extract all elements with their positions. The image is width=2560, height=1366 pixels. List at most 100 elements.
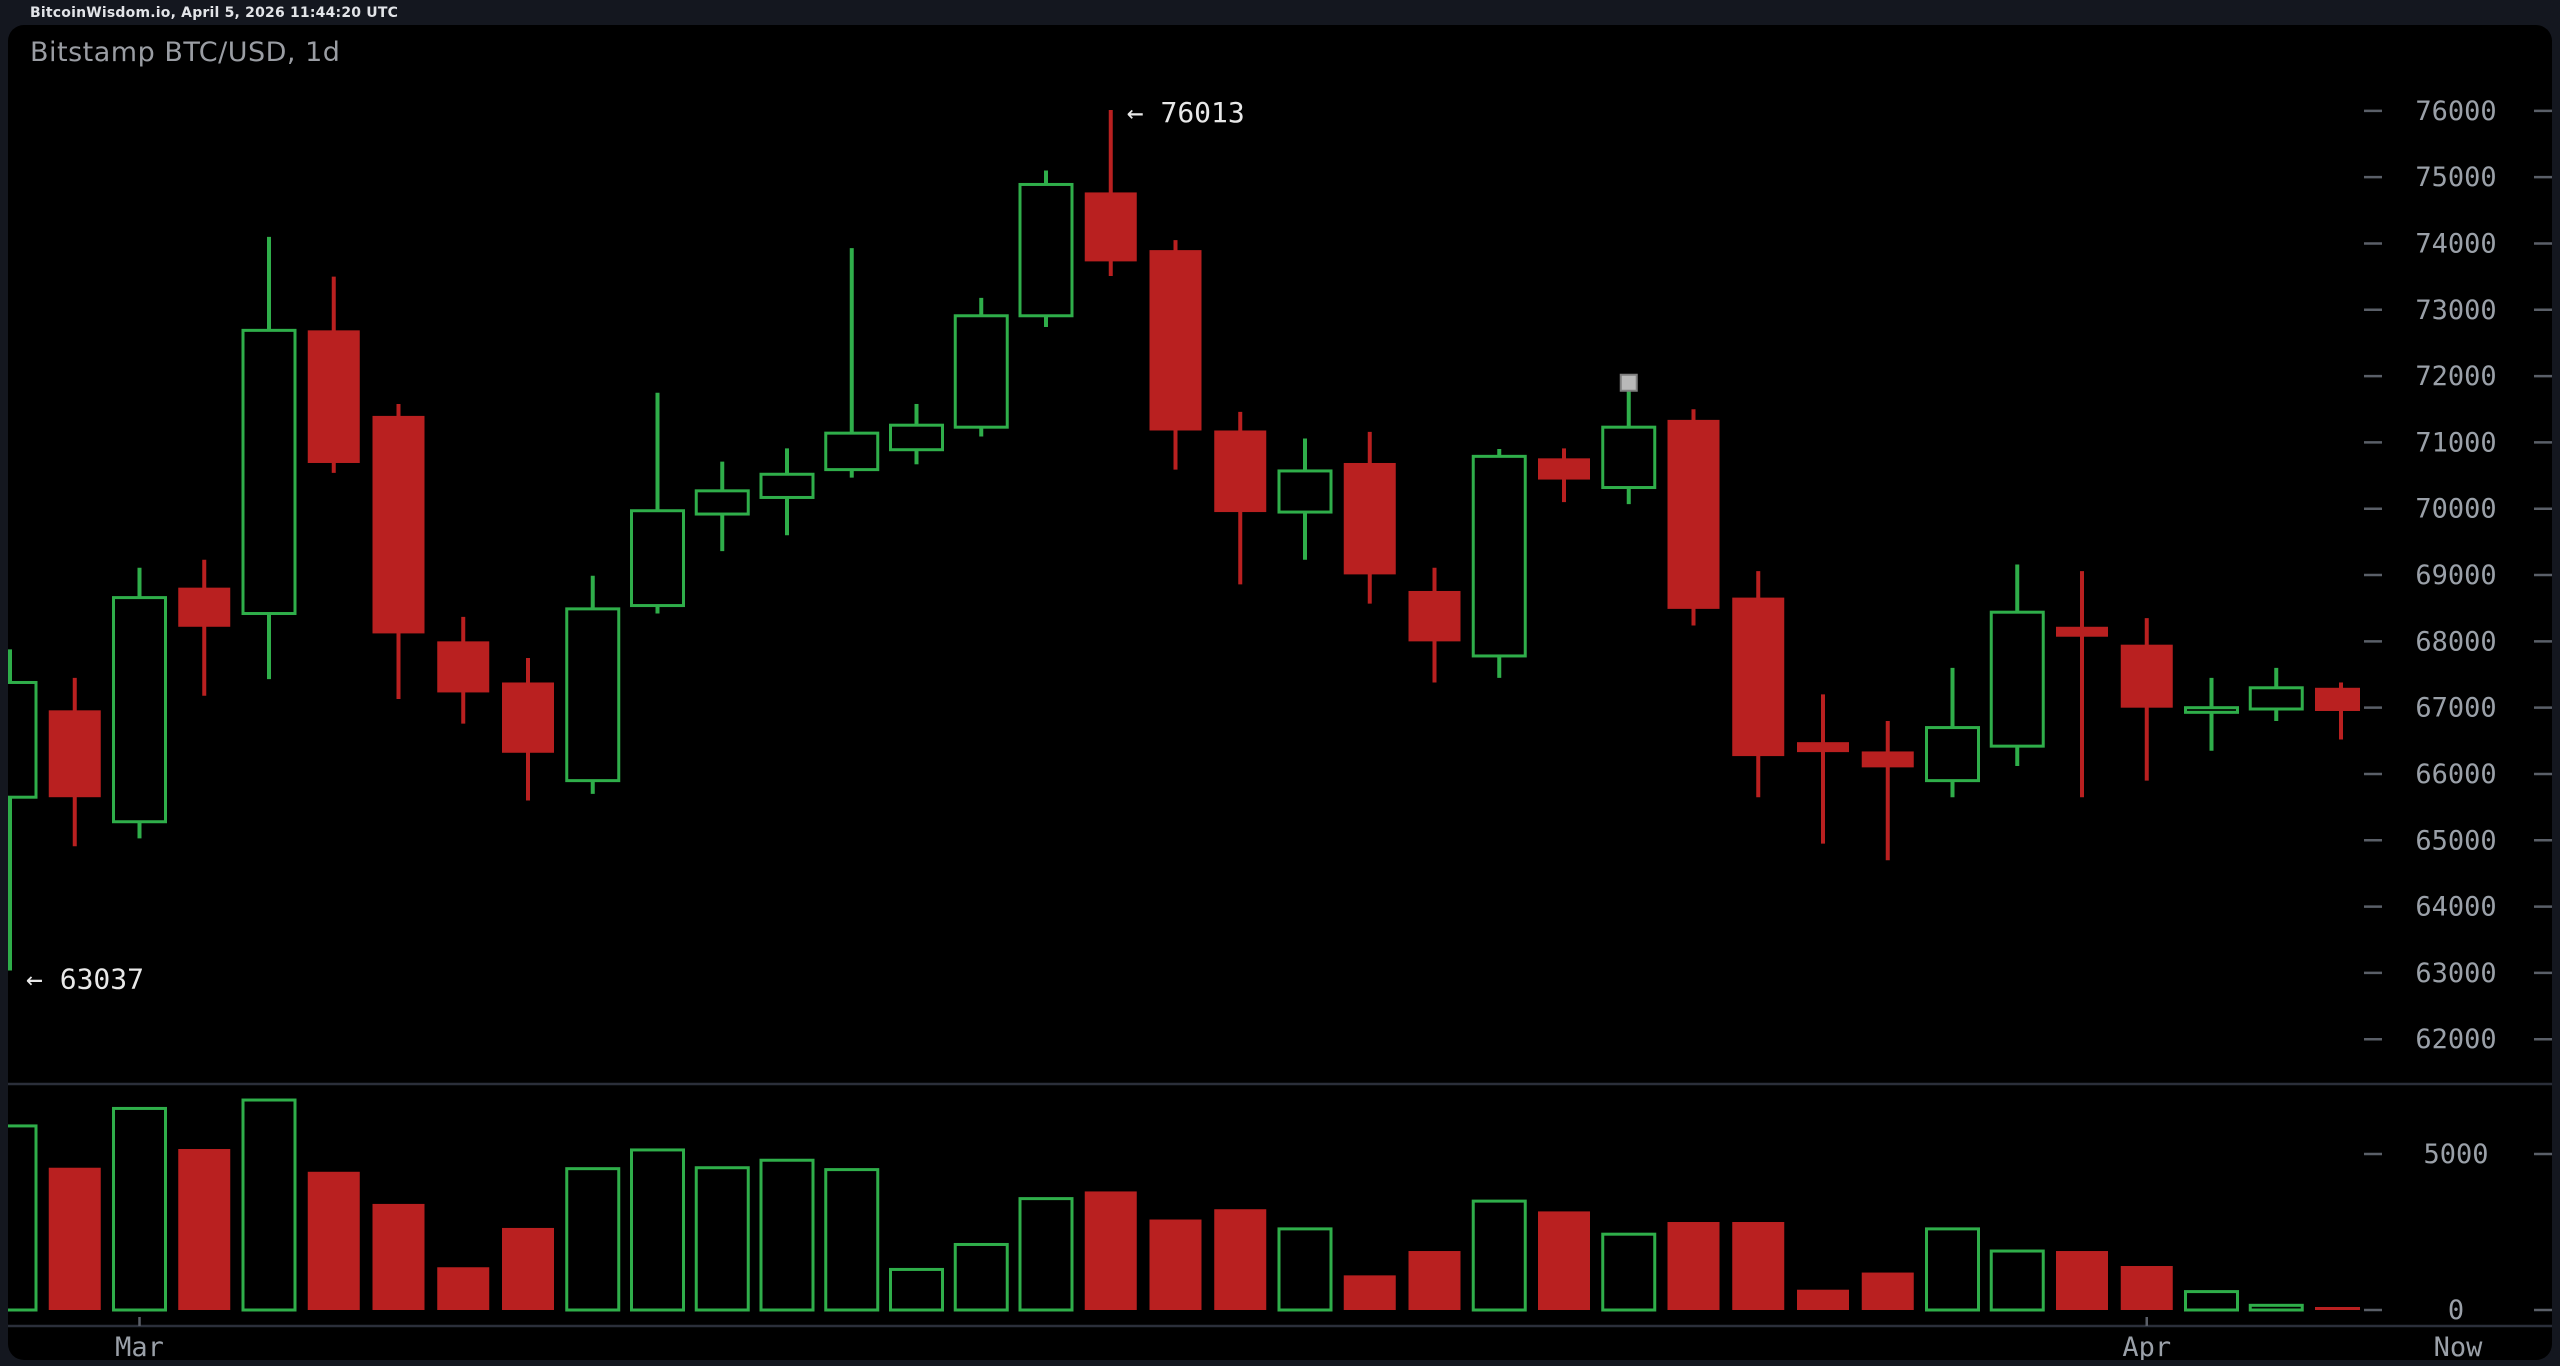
volume-bar[interactable] bbox=[565, 1167, 621, 1312]
price-tick-label: 64000 bbox=[2415, 892, 2496, 923]
candle[interactable] bbox=[112, 567, 167, 839]
candle[interactable] bbox=[2120, 618, 2173, 781]
candle[interactable] bbox=[1989, 564, 2045, 767]
candle[interactable] bbox=[889, 403, 944, 465]
volume-bar[interactable] bbox=[2315, 1307, 2367, 1310]
candle[interactable] bbox=[241, 236, 297, 680]
candle[interactable] bbox=[1018, 170, 1074, 328]
candle[interactable] bbox=[307, 276, 360, 473]
volume-bar[interactable] bbox=[1601, 1232, 1657, 1312]
volume-bar[interactable] bbox=[1149, 1219, 1202, 1310]
candle[interactable] bbox=[1601, 388, 1657, 505]
volume-bar[interactable] bbox=[1277, 1227, 1333, 1312]
candle[interactable] bbox=[2315, 682, 2367, 740]
volume-bar[interactable] bbox=[2120, 1266, 2173, 1310]
time-tick-label: Apr bbox=[2122, 1332, 2171, 1360]
candle[interactable] bbox=[437, 616, 490, 724]
volume-bar[interactable] bbox=[1343, 1275, 1396, 1310]
volume-bar[interactable] bbox=[1667, 1222, 1720, 1310]
candle[interactable] bbox=[2056, 571, 2108, 798]
candle[interactable] bbox=[1925, 667, 1980, 798]
candle[interactable] bbox=[2184, 677, 2239, 751]
volume-tick-label: 0 bbox=[2448, 1295, 2464, 1326]
volume-tick-label: 5000 bbox=[2423, 1139, 2488, 1170]
volume-bar[interactable] bbox=[112, 1106, 167, 1312]
price-tick-label: 69000 bbox=[2415, 560, 2496, 591]
time-axis[interactable]: Mar Apr Now bbox=[115, 1317, 2484, 1363]
candle[interactable] bbox=[178, 559, 231, 696]
time-tick-label: Mar bbox=[115, 1332, 164, 1360]
volume-bar[interactable] bbox=[178, 1149, 231, 1310]
candle[interactable] bbox=[630, 392, 685, 614]
candle[interactable] bbox=[502, 657, 554, 801]
candle[interactable] bbox=[1214, 411, 1267, 585]
volume-bar[interactable] bbox=[48, 1167, 101, 1310]
chart-symbol-title: Bitstamp BTC/USD, 1d bbox=[30, 37, 341, 68]
volume-bar[interactable] bbox=[2184, 1290, 2239, 1312]
plot-area[interactable] bbox=[8, 110, 2367, 1312]
candle[interactable] bbox=[1408, 567, 1461, 683]
candle[interactable] bbox=[759, 448, 815, 536]
volume-bar[interactable] bbox=[1797, 1289, 1849, 1310]
volume-bar[interactable] bbox=[2056, 1251, 2108, 1310]
volume-bar[interactable] bbox=[759, 1158, 815, 1312]
candle[interactable] bbox=[1277, 438, 1333, 560]
price-tick-label: 70000 bbox=[2415, 494, 2496, 525]
candle[interactable] bbox=[1667, 409, 1720, 626]
volume-bar[interactable] bbox=[1471, 1199, 1527, 1312]
price-tick-label: 68000 bbox=[2415, 626, 2496, 657]
candle[interactable] bbox=[372, 403, 425, 700]
volume-bar[interactable] bbox=[1408, 1251, 1461, 1310]
volume-bar[interactable] bbox=[502, 1227, 554, 1310]
candle[interactable] bbox=[1084, 110, 1137, 276]
hover-marker[interactable] bbox=[1619, 373, 1638, 392]
high-price-annotation: ← 76013 bbox=[1127, 96, 1245, 129]
volume-bar[interactable] bbox=[953, 1242, 1009, 1312]
candle[interactable] bbox=[48, 677, 101, 847]
candle[interactable] bbox=[694, 461, 750, 552]
volume-bar[interactable] bbox=[630, 1148, 685, 1312]
volume-bar[interactable] bbox=[1214, 1209, 1267, 1310]
candle[interactable] bbox=[565, 575, 621, 794]
price-tick-label: 67000 bbox=[2415, 693, 2496, 724]
candle[interactable] bbox=[953, 297, 1009, 437]
volume-bar[interactable] bbox=[1861, 1272, 1914, 1310]
price-tick-label: 71000 bbox=[2415, 427, 2496, 458]
price-scale[interactable]: 76000 75000 74000 73000 72000 71000 70000 69000… bbox=[2364, 96, 2552, 1326]
volume-bar[interactable] bbox=[241, 1098, 297, 1312]
volume-bar[interactable] bbox=[889, 1267, 944, 1312]
volume-bar[interactable] bbox=[307, 1171, 360, 1310]
candle[interactable] bbox=[1861, 720, 1914, 861]
volume-bar[interactable] bbox=[8, 1124, 38, 1312]
price-tick-label: 65000 bbox=[2415, 825, 2496, 856]
price-tick-label: 74000 bbox=[2415, 228, 2496, 259]
candle[interactable] bbox=[1732, 571, 1785, 798]
chart-container: Bitstamp BTC/USD, 1d 76000 75000 74000 7300… bbox=[8, 25, 2552, 1363]
price-tick-label: 66000 bbox=[2415, 759, 2496, 790]
volume-bar[interactable] bbox=[1538, 1211, 1590, 1310]
price-tick-label: 72000 bbox=[2415, 361, 2496, 392]
window-title: BitcoinWisdom.io, April 5, 2026 11:44:20… bbox=[30, 4, 399, 21]
volume-bar[interactable] bbox=[1925, 1227, 1980, 1312]
volume-bar[interactable] bbox=[1018, 1197, 1074, 1312]
candle[interactable] bbox=[8, 649, 38, 971]
candle[interactable] bbox=[1797, 694, 1849, 844]
volume-bar[interactable] bbox=[1732, 1222, 1785, 1310]
candle[interactable] bbox=[1149, 240, 1202, 470]
volume-bar[interactable] bbox=[2248, 1303, 2304, 1312]
candle[interactable] bbox=[1343, 431, 1396, 604]
price-tick-label: 76000 bbox=[2415, 96, 2496, 127]
now-label: Now bbox=[2434, 1332, 2484, 1360]
volume-bar[interactable] bbox=[1084, 1191, 1137, 1310]
volume-bar[interactable] bbox=[1989, 1249, 2045, 1312]
candle[interactable] bbox=[1538, 448, 1590, 503]
volume-bar[interactable] bbox=[694, 1166, 750, 1312]
price-tick-label: 73000 bbox=[2415, 295, 2496, 326]
volume-bar[interactable] bbox=[372, 1203, 425, 1310]
volume-bar[interactable] bbox=[824, 1168, 880, 1312]
candle[interactable] bbox=[824, 248, 880, 478]
volume-bar[interactable] bbox=[437, 1267, 490, 1310]
candle[interactable] bbox=[1471, 449, 1527, 678]
candlestick-chart[interactable]: 76000 75000 74000 73000 72000 71000 70000 69000… bbox=[8, 25, 2552, 1363]
candle[interactable] bbox=[2248, 667, 2304, 721]
